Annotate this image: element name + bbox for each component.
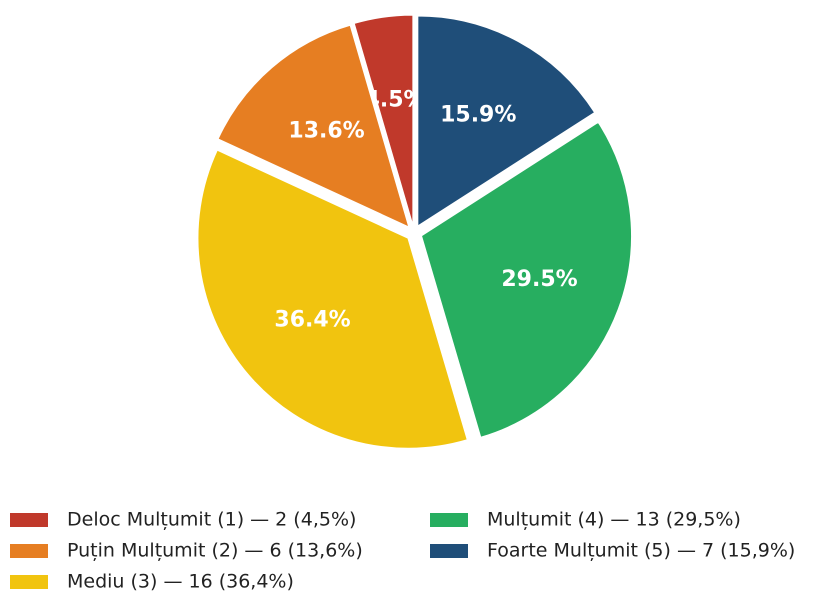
legend-label: Mulțumit (4) — 13 (29,5%)	[487, 509, 741, 531]
pie-slice	[417, 15, 596, 227]
legend-swatch	[10, 575, 48, 589]
legend-label: Deloc Mulțumit (1) — 2 (4,5%)	[67, 509, 356, 531]
pie-slice	[217, 24, 410, 228]
slice-label: 4.5%	[365, 87, 426, 112]
legend-swatch	[430, 544, 468, 558]
slice-label: 29.5%	[501, 267, 577, 292]
slice-label: 15.9%	[440, 102, 516, 127]
slice-label: 13.6%	[288, 118, 364, 143]
pie-slice	[353, 14, 414, 226]
legend-swatch	[10, 513, 48, 527]
legend-swatch	[10, 544, 48, 558]
pie-slice	[197, 149, 468, 449]
pie-slice	[420, 121, 632, 438]
legend-swatch	[430, 513, 468, 527]
legend-label: Puțin Mulțumit (2) — 6 (13,6%)	[67, 540, 363, 562]
slice-label: 36.4%	[274, 308, 350, 333]
legend-label: Foarte Mulțumit (5) — 7 (15,9%)	[487, 540, 795, 562]
legend-label: Mediu (3) — 16 (36,4%)	[67, 571, 294, 591]
